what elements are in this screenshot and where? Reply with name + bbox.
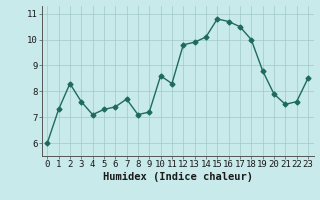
X-axis label: Humidex (Indice chaleur): Humidex (Indice chaleur) (103, 172, 252, 182)
